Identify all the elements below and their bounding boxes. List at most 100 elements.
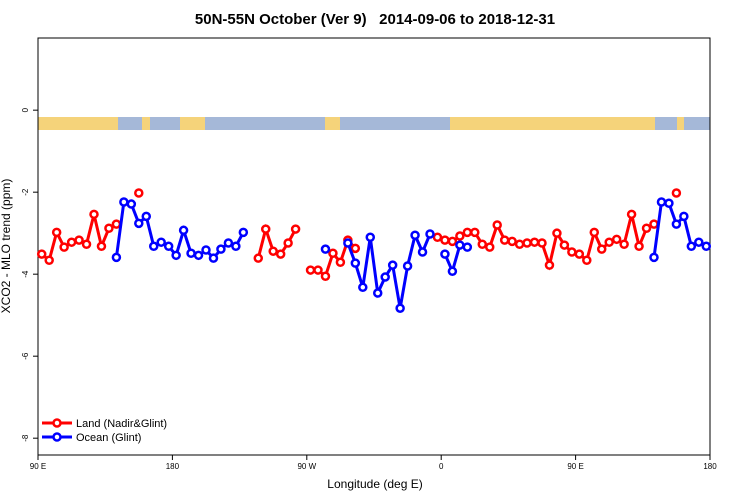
point — [320, 244, 331, 254]
point — [559, 240, 570, 250]
point — [156, 237, 166, 247]
point — [447, 266, 458, 277]
x-tick-label: 180 — [703, 462, 717, 471]
point — [290, 224, 301, 234]
point — [44, 255, 54, 265]
point — [417, 247, 428, 257]
point — [567, 247, 577, 257]
point — [171, 250, 181, 261]
point — [283, 238, 293, 248]
point — [343, 238, 353, 248]
point — [268, 246, 278, 256]
point — [582, 255, 592, 265]
legend-marker — [52, 418, 62, 428]
ocean-band — [655, 117, 677, 130]
point — [380, 272, 390, 282]
y-axis-label: XCO2 - MLO trend (ppm) — [0, 179, 13, 314]
point — [387, 260, 398, 270]
point — [604, 237, 614, 247]
point — [104, 223, 114, 234]
point — [119, 197, 129, 207]
point — [74, 235, 84, 245]
point — [96, 241, 107, 252]
point — [492, 220, 502, 230]
point — [484, 242, 495, 252]
chart-title: 50N-55N October (Ver 9) 2014-09-06 to 20… — [195, 11, 555, 28]
point — [66, 237, 77, 247]
point — [649, 252, 659, 263]
legend-label: Ocean (Glint) — [76, 432, 141, 444]
point — [335, 257, 346, 268]
point — [671, 219, 682, 229]
point — [455, 240, 465, 250]
point — [328, 248, 338, 259]
ocean-band — [205, 117, 325, 130]
point — [522, 238, 532, 248]
point — [634, 241, 644, 252]
point — [223, 238, 234, 248]
point — [395, 303, 405, 313]
point — [507, 236, 517, 247]
point — [260, 224, 271, 234]
point — [126, 199, 137, 209]
point — [447, 236, 458, 247]
point — [134, 218, 144, 229]
point — [462, 227, 473, 238]
point — [313, 265, 323, 275]
point — [208, 253, 219, 263]
y-tick-label: 0 — [21, 107, 30, 112]
point — [514, 239, 525, 249]
point — [611, 234, 622, 245]
point — [193, 250, 204, 261]
x-tick-label: 90 E — [567, 462, 583, 471]
y-tick-label: -6 — [21, 352, 30, 360]
point — [641, 223, 652, 234]
point — [358, 282, 368, 293]
map-strip — [38, 117, 710, 130]
point — [537, 238, 547, 248]
y-tick-label: -4 — [21, 270, 30, 278]
point — [350, 243, 361, 254]
point — [529, 237, 540, 247]
point — [619, 239, 629, 249]
point — [589, 227, 600, 238]
point — [51, 227, 62, 238]
x-tick-label: 90 W — [297, 462, 316, 471]
point — [425, 229, 435, 239]
point — [440, 235, 450, 245]
point — [111, 252, 122, 263]
point — [178, 225, 189, 236]
point — [701, 241, 712, 252]
point — [238, 227, 249, 238]
y-tick-label: -8 — [21, 434, 30, 442]
point — [231, 241, 241, 252]
point — [275, 249, 286, 259]
point — [552, 228, 562, 238]
point — [470, 227, 480, 238]
legend-label: Land (Nadir&Glint) — [76, 418, 167, 430]
point — [455, 231, 465, 241]
x-axis-label: Longitude (deg E) — [327, 477, 422, 491]
ocean-band — [684, 117, 710, 130]
point — [186, 248, 196, 259]
ocean-band — [340, 117, 450, 130]
y-tick-label: -2 — [21, 188, 30, 196]
point — [410, 230, 420, 240]
point — [499, 235, 510, 245]
point — [686, 241, 697, 252]
point — [462, 242, 473, 252]
point — [656, 197, 667, 207]
point — [365, 232, 376, 243]
point — [163, 241, 174, 252]
point — [544, 260, 555, 270]
point — [320, 271, 331, 281]
point — [141, 211, 152, 222]
point — [148, 241, 159, 252]
ocean-band — [150, 117, 180, 130]
point — [596, 244, 607, 254]
point — [649, 219, 659, 229]
point — [111, 219, 122, 229]
x-tick-label: 180 — [166, 462, 180, 471]
point — [440, 249, 450, 259]
